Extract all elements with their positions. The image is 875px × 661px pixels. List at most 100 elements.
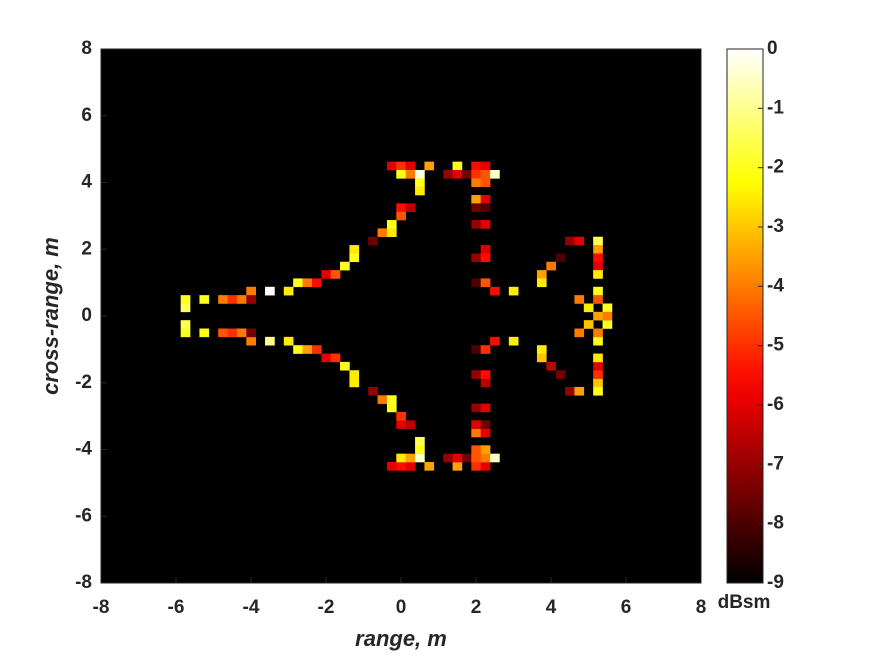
heatmap-cell	[227, 328, 238, 338]
heatmap-cell	[480, 370, 491, 379]
heatmap-cell	[593, 295, 603, 304]
colorbar-tick-label: -9	[767, 572, 784, 593]
x-tick-label: -6	[168, 597, 185, 618]
heatmap-cell	[490, 286, 500, 296]
heatmap-cell	[546, 261, 556, 271]
heatmap-cell	[555, 253, 566, 263]
heatmap-cell	[199, 328, 210, 338]
heatmap-cell	[471, 445, 481, 454]
heatmap-cell	[490, 336, 500, 346]
heatmap-cell	[471, 220, 481, 229]
heatmap-cell	[490, 453, 500, 463]
heatmap-cell	[471, 453, 481, 463]
heatmap-cell	[415, 169, 425, 179]
heatmap-cell	[536, 278, 547, 288]
heatmap-cell	[480, 245, 491, 254]
x-tick-label: -2	[318, 597, 335, 618]
heatmap-cell	[368, 236, 378, 246]
heatmap-cell	[602, 303, 613, 313]
heatmap-cell	[236, 328, 247, 338]
heatmap-cell	[471, 203, 481, 213]
heatmap-cell	[480, 161, 491, 171]
heatmap-cell	[396, 420, 406, 429]
heatmap-cell	[302, 278, 313, 288]
heatmap-cell	[443, 453, 453, 463]
heatmap-cell	[471, 370, 481, 379]
heatmap-cell	[480, 345, 491, 354]
heatmap-cell	[227, 295, 238, 304]
heatmap-cell	[396, 211, 406, 221]
colorbar-label: dBsm	[718, 592, 771, 613]
heatmap-cell	[574, 295, 585, 304]
colorbar-tick-label: -6	[767, 394, 784, 415]
heatmap-cell	[396, 411, 406, 421]
heatmap-cell	[349, 253, 360, 263]
heatmap-cell	[405, 161, 416, 171]
x-tick-label: 2	[471, 597, 482, 618]
heatmap-cell	[311, 278, 322, 288]
colorbar-tick-label: -4	[767, 275, 784, 296]
heatmap-cell	[593, 253, 603, 263]
heatmap-cell	[199, 295, 210, 304]
heatmap-cell	[480, 445, 491, 454]
heatmap-cell	[480, 278, 491, 288]
heatmap-cell	[340, 361, 350, 371]
y-tick-label: 4	[81, 172, 92, 193]
heatmap-cell	[396, 203, 406, 213]
colorbar-tick-label: -8	[767, 513, 784, 534]
heatmap-cell	[405, 453, 416, 463]
heatmap-cell	[349, 370, 360, 379]
heatmap-cell	[583, 303, 594, 313]
heatmap-cell	[265, 286, 275, 296]
heatmap-cell	[555, 370, 566, 379]
heatmap-cell	[386, 462, 397, 471]
heatmap-cell	[330, 270, 341, 279]
heatmap-cell	[283, 286, 294, 296]
heatmap-cell	[443, 169, 453, 179]
y-tick-label: -4	[75, 439, 92, 460]
y-axis-label: cross-range, m	[38, 237, 63, 395]
colorbar-tick-label: -1	[767, 97, 784, 118]
heatmap-cell	[330, 353, 341, 363]
heatmap-cell	[471, 278, 481, 288]
heatmap-cell	[452, 169, 463, 179]
heatmap-cell	[471, 420, 481, 429]
y-tick-label: 6	[81, 105, 92, 126]
heatmap-cell	[480, 253, 491, 263]
colorbar-tick-label: 0	[767, 38, 778, 59]
heatmap-cell	[311, 345, 322, 354]
heatmap-cell	[480, 169, 491, 179]
heatmap-cell	[480, 378, 491, 388]
heatmap-cell	[246, 286, 256, 296]
heatmap-cell	[386, 220, 397, 229]
x-tick-label: 4	[546, 597, 557, 618]
heatmap-cell	[452, 161, 463, 171]
heatmap-cell	[340, 261, 350, 271]
heatmap-cell	[368, 386, 378, 396]
heatmap-cell	[602, 320, 613, 329]
heatmap-cell	[471, 195, 481, 204]
x-axis-label: range, m	[355, 626, 447, 651]
heatmap-cell	[471, 403, 481, 413]
heatmap-cell	[480, 420, 491, 429]
y-tick-label: -2	[75, 372, 92, 393]
heatmap-cell	[574, 236, 585, 246]
heatmap-cell	[180, 295, 191, 304]
heatmap-cell	[265, 336, 275, 346]
heatmap-cell	[246, 328, 256, 338]
heatmap-cell	[480, 195, 491, 204]
heatmap-cell	[593, 353, 603, 363]
y-tick-label: 0	[81, 305, 92, 326]
heatmap-cell	[349, 245, 360, 254]
heatmap-cell	[396, 462, 406, 471]
heatmap-cell	[480, 220, 491, 229]
heatmap-cell	[574, 328, 585, 338]
heatmap-cell	[471, 345, 481, 354]
heatmap-cell	[180, 320, 191, 329]
heatmap-cell	[283, 336, 294, 346]
heatmap-cell	[508, 336, 519, 346]
heatmap-cell	[180, 328, 191, 338]
heatmap-cell	[593, 361, 603, 371]
